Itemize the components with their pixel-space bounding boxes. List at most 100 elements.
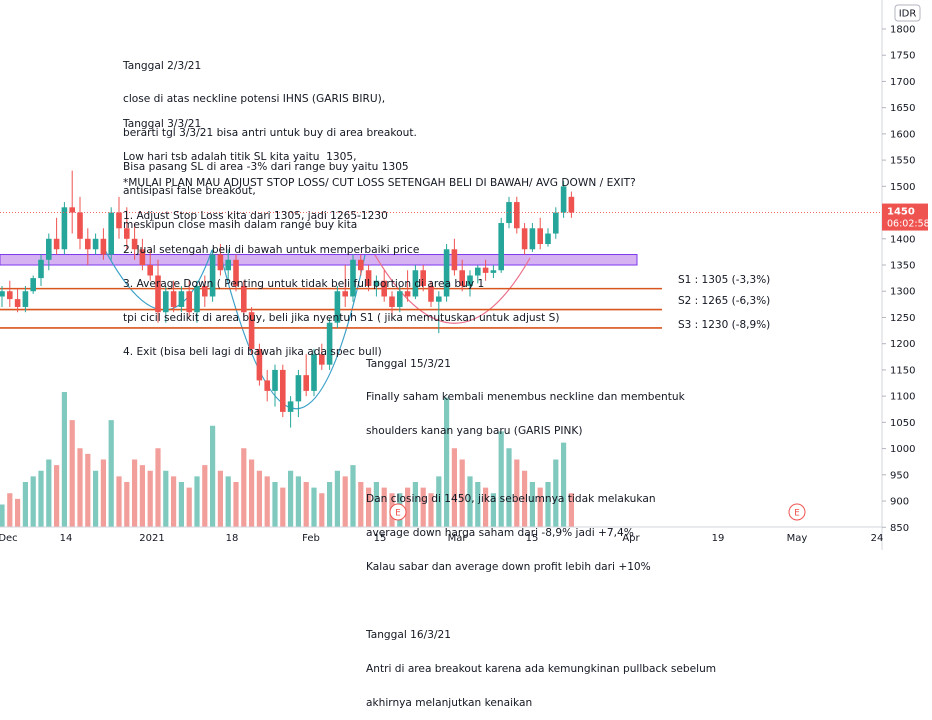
support-label: S2 : 1265 (-6,3%): [678, 295, 770, 307]
candle-body: [568, 196, 575, 213]
volume-bar: [459, 459, 465, 527]
currency-box: [894, 4, 921, 22]
annotation-line: 1. Adjust Stop Loss kita dari 1305, jadi…: [123, 210, 388, 223]
candle-body: [459, 270, 465, 286]
currency-label: IDR: [899, 9, 917, 20]
candle-body: [272, 369, 278, 391]
volume-bar: [334, 470, 340, 527]
time-axis: Dec 14 2021 18 Feb 15 Mar 15 Apr 19 May 24: [0, 526, 884, 544]
candle-body: [53, 238, 60, 250]
y-tick-label: 1800: [890, 24, 915, 35]
volume-bar: [163, 470, 169, 527]
candle-body: [412, 270, 419, 297]
volume-bar: [38, 470, 44, 527]
candle-body: [256, 348, 263, 381]
volume-bar: [241, 448, 247, 527]
volume-bar: [545, 482, 551, 527]
x-tick-label: 18: [226, 533, 239, 544]
price-axis: 850 900 950 1000 1050 1100 1150 1200 1250 1300 135…: [881, 0, 930, 550]
x-tick-label: Feb: [302, 533, 320, 544]
volume-bar: [93, 470, 99, 527]
annotation-block-2: Tanggal 3/3/21 Low hari tsb adalah titik…: [123, 96, 357, 243]
volume-bar: [108, 420, 114, 527]
candle-body: [147, 265, 153, 276]
candle-body: [202, 285, 208, 297]
volume-bar: [249, 459, 255, 527]
volume-bar: [280, 487, 286, 527]
candle-body: [186, 291, 192, 313]
candle-body: [334, 291, 341, 323]
y-tick-label: 1150: [890, 365, 915, 376]
candle-body: [139, 249, 146, 266]
x-tick-label: 15: [374, 533, 387, 544]
annotation-line: Tanggal 15/3/21: [366, 357, 452, 370]
volume-bar: [490, 493, 496, 527]
volume-bar: [498, 431, 504, 527]
x-tick-label: 14: [60, 533, 73, 544]
annotation-line: Low hari tsb adalah titik SL kita yaitu …: [123, 151, 357, 164]
annotation-line: Dan closing di 1450, jika sebelumnya tid…: [366, 493, 656, 506]
y-tick-label: 1350: [890, 261, 915, 272]
volume-bar: [381, 487, 387, 527]
volume-bar: [85, 453, 91, 527]
annotation-line: Tanggal 2/3/21: [123, 59, 202, 72]
volume-bar: [210, 425, 216, 527]
event-marker-label: E: [395, 509, 401, 519]
price-chart[interactable]: S1 : 1305 (-3,3%) S2 : 1265 (-6,3%) S3 : 1…: [0, 0, 932, 550]
volume-bar: [178, 482, 184, 527]
y-tick-label: 950: [890, 470, 909, 481]
annotation-line: Finally saham kembali menembus neckline …: [366, 391, 685, 404]
candle-body: [319, 354, 325, 365]
price-tag: [882, 203, 928, 231]
y-tick-label: 1650: [890, 103, 915, 114]
candle-body: [241, 285, 247, 313]
candle-body: [264, 380, 270, 391]
volume-bar: [288, 470, 294, 527]
annotation-line: Tanggal 16/3/21: [366, 628, 452, 641]
y-tick-label: 1700: [890, 77, 915, 88]
volume-bar: [139, 465, 145, 527]
volume-bar: [428, 493, 434, 527]
volume-bar: [46, 459, 52, 527]
y-tick-label: 1000: [890, 444, 915, 455]
volume-bar: [15, 498, 21, 527]
volume-bar: [373, 482, 379, 527]
volume-bar: [30, 476, 36, 527]
candle-body: [521, 228, 528, 250]
candle-body: [170, 291, 177, 307]
candle-body: [397, 291, 403, 307]
x-tick-label: Mar: [448, 533, 468, 544]
event-marker: [389, 503, 407, 521]
x-tick-label: 15: [526, 533, 539, 544]
x-tick-label: 24: [871, 533, 884, 544]
right-shoulder-curve: [374, 254, 531, 324]
volume-bar: [412, 482, 418, 527]
candle-body: [30, 278, 36, 292]
volume-bar: [225, 476, 231, 527]
volume-bar: [522, 470, 528, 527]
candle-body: [248, 312, 255, 349]
price-tag-time: 06:02:58: [887, 219, 930, 230]
annotation-block-3: *MULAI PLAN MAU ADJUST STOP LOSS/ CUT LO…: [123, 155, 636, 370]
volume-bar: [217, 470, 223, 527]
candle-body: [225, 259, 231, 271]
volume-bar: [568, 493, 574, 527]
y-tick-label: 1100: [890, 392, 915, 403]
support-label: S1 : 1305 (-3,3%): [678, 274, 770, 286]
head-curve: [221, 254, 366, 410]
annotation-line: [366, 460, 716, 471]
annotation-line: *MULAI PLAN MAU ADJUST STOP LOSS/ CUT LO…: [123, 176, 636, 189]
y-tick-label: 1200: [890, 339, 915, 350]
y-tick-label: 850: [890, 523, 909, 534]
volume-bar: [61, 392, 67, 527]
candle-body: [14, 299, 21, 307]
candle-body: [436, 296, 442, 302]
x-tick-label: May: [787, 533, 808, 544]
volume-bar: [272, 482, 278, 527]
volume-bar: [311, 487, 317, 527]
annotation-block-1: Tanggal 2/3/21 close di atas neckline po…: [123, 38, 417, 185]
x-tick-label: Dec: [0, 533, 18, 544]
volume-bar: [100, 459, 106, 527]
volume-bar: [0, 504, 5, 527]
annotation-block-4: Tanggal 15/3/21 Finally saham kembali me…: [366, 336, 716, 720]
